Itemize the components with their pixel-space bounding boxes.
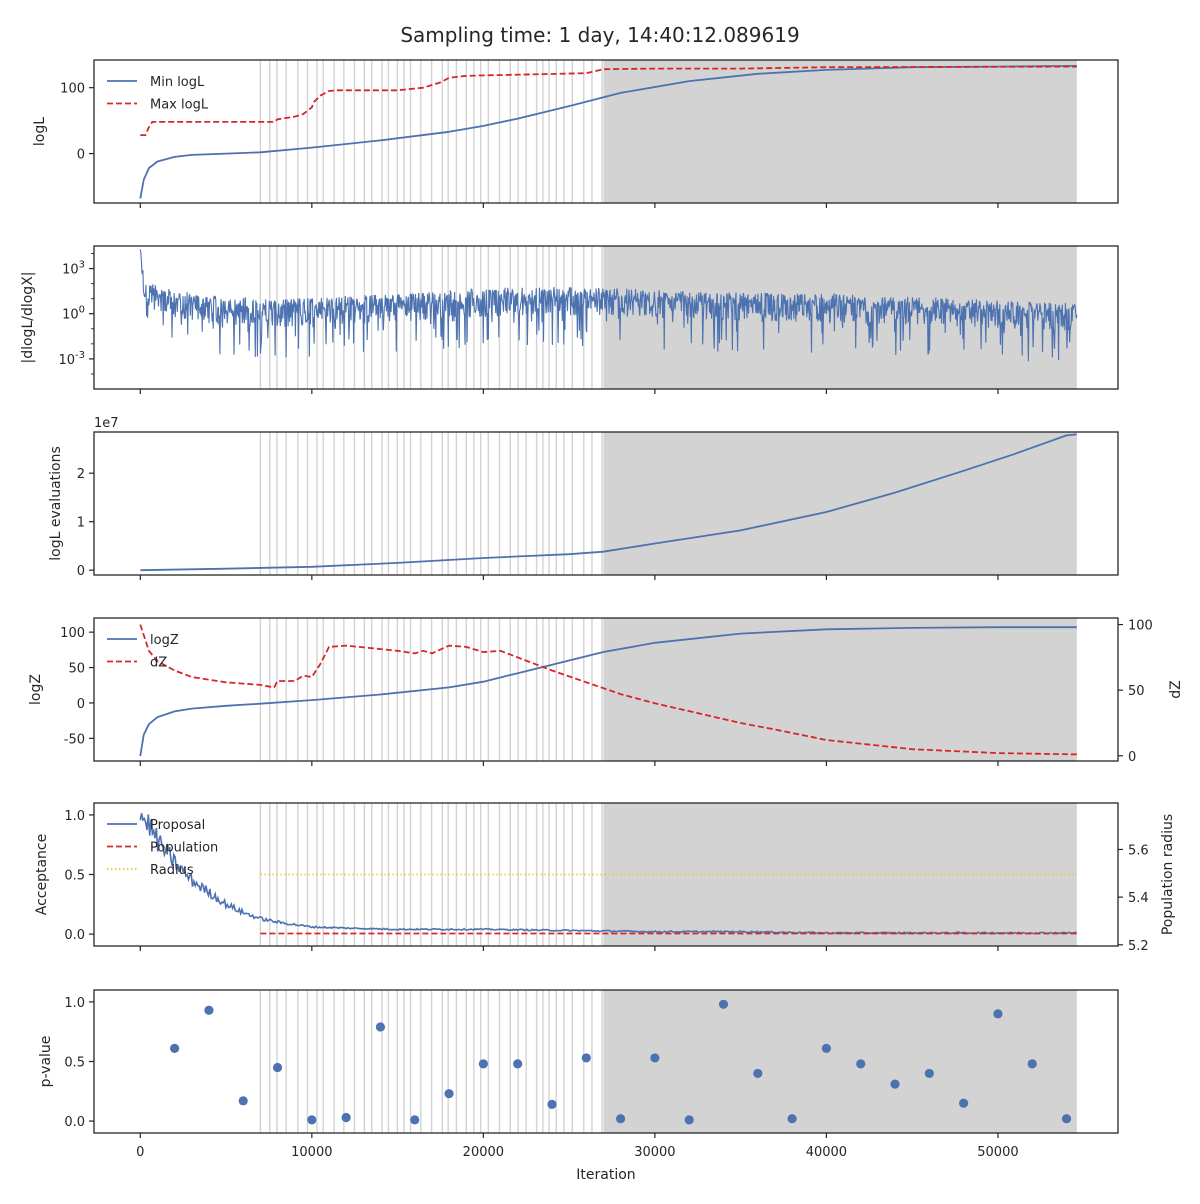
axes-frame	[93, 431, 1119, 576]
shaded-region	[603, 60, 1077, 203]
pvalue-point	[718, 999, 729, 1009]
y-tick-label: 0.0	[64, 928, 85, 943]
y-axis-label: logZ	[28, 674, 44, 705]
y-axis-label: p-value	[38, 1036, 54, 1088]
axes-frame	[93, 245, 1119, 390]
pvalue-point	[307, 1115, 317, 1125]
pvalue-point	[272, 1062, 283, 1073]
y-tick-label: 100	[60, 82, 85, 97]
y-tick-label: 0	[77, 697, 85, 712]
pvalue-point	[615, 1114, 626, 1124]
x-tick-label: 30000	[634, 1145, 675, 1160]
pvalue-point	[993, 1009, 1003, 1019]
y-tick-label-right: 100	[1128, 619, 1153, 634]
panel-acceptance: 0.0 0.5 1.0 5.2 5.4 5.6 Acceptance Population r…	[34, 802, 1176, 954]
pvalue-point	[684, 1115, 694, 1125]
y-tick-label: 0	[77, 564, 85, 579]
legend-label: Population	[150, 841, 218, 856]
pvalue-point	[890, 1079, 900, 1089]
y-tick-label: 2	[77, 467, 85, 482]
pvalue-point	[650, 1053, 660, 1063]
panel-logz: -50 0 50 100 0 50 100 logZ dZ logZ dZ	[28, 617, 1184, 766]
x-tick-label: 50000	[977, 1145, 1018, 1160]
panel-logl: 0 100 logL Min logL Max logL	[32, 59, 1119, 208]
series-min-logl	[139, 65, 1077, 199]
y-tick-label-right: 0	[1128, 750, 1136, 765]
pvalue-point	[581, 1053, 591, 1063]
y-tick-label-right: 5.4	[1128, 891, 1149, 906]
pvalue-point	[1027, 1059, 1037, 1069]
pvalue-point	[924, 1068, 934, 1079]
pvalue-point	[1061, 1114, 1072, 1124]
figure-title: Sampling time: 1 day, 14:40:12.089619	[400, 23, 799, 47]
legend-label: Min logL	[150, 75, 205, 90]
pvalue-point	[959, 1098, 969, 1108]
y-axis-label: logL evaluations	[48, 446, 64, 561]
y-tick-label: 1.0	[64, 996, 85, 1011]
panel-pvalue: 0.0 0.5 1.0 p-value 0 10000 20000 30000 40000 500…	[38, 989, 1119, 1160]
shaded-region	[603, 803, 1077, 946]
y-tick-label: 1.0	[64, 809, 85, 824]
offset-text: 1e7	[94, 416, 119, 431]
y-tick-label: 100	[60, 626, 85, 641]
y-tick-label-right: 50	[1128, 684, 1145, 699]
shaded-region	[603, 618, 1077, 761]
y-tick-label-right: 5.6	[1128, 843, 1149, 858]
y-tick-label: 1	[77, 516, 85, 531]
pvalue-point	[753, 1068, 763, 1079]
shaded-region	[603, 990, 1077, 1133]
y-tick-label: -50	[64, 732, 85, 747]
pvalue-point	[513, 1059, 523, 1069]
y-axis-label: |dlogL/dlogX|	[20, 272, 36, 364]
series-max-logl	[140, 65, 1077, 137]
y-tick-label: 0.5	[64, 1056, 85, 1071]
x-tick-label: 10000	[291, 1145, 332, 1160]
legend-label: Proposal	[150, 818, 205, 833]
pvalue-point	[787, 1114, 797, 1124]
y-axis-label-right: Population radius	[1160, 814, 1176, 935]
pvalue-point	[547, 1099, 557, 1109]
x-tick-label: 0	[136, 1145, 144, 1160]
y-tick-label: 0	[77, 148, 85, 163]
legend-label: Radius	[150, 863, 194, 878]
shaded-region	[603, 432, 1077, 575]
y-axis-label: logL	[32, 117, 48, 146]
pvalue-point	[375, 1022, 386, 1032]
x-tick-label: 20000	[463, 1145, 504, 1160]
series-dlogl	[139, 249, 1078, 362]
pvalue-point	[856, 1059, 866, 1069]
y-tick-label-right: 5.2	[1128, 939, 1149, 954]
x-tick-label: 40000	[806, 1145, 847, 1160]
y-tick-label: 50	[68, 662, 85, 677]
y-axis-label: Acceptance	[34, 834, 50, 915]
legend-label: Max logL	[150, 98, 209, 113]
series-evaluations	[140, 433, 1077, 572]
pvalue-point	[170, 1043, 180, 1053]
panel-evaluations: 0 1 2 1e7 logL evaluations	[48, 416, 1119, 580]
pvalue-point	[478, 1059, 488, 1069]
axes-frame	[93, 989, 1119, 1134]
series-logz	[139, 626, 1077, 757]
axes-frame	[93, 59, 1119, 204]
y-tick-label: 0.0	[64, 1115, 85, 1130]
y-axis-label-right: dZ	[1168, 680, 1184, 698]
axes-frame	[93, 802, 1119, 947]
x-axis-label: Iteration	[576, 1167, 635, 1183]
pvalue-point	[444, 1089, 454, 1099]
series-dz	[139, 624, 1077, 756]
pvalue-point	[821, 1043, 832, 1053]
pvalue-point	[238, 1096, 248, 1106]
pvalue-point	[410, 1115, 420, 1125]
axes-frame	[93, 617, 1119, 762]
legend-label: dZ	[150, 656, 167, 671]
legend-label: logZ	[150, 633, 179, 648]
y-tick-label: 0.5	[64, 869, 85, 884]
pvalue-point	[341, 1112, 351, 1123]
pvalue-point	[204, 1005, 214, 1015]
